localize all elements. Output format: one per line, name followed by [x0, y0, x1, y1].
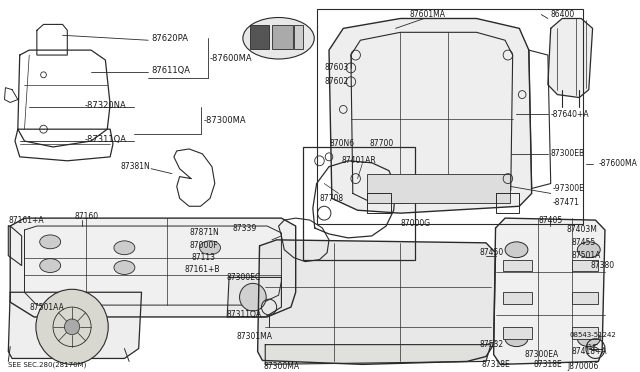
- Text: 87300EC: 87300EC: [226, 273, 260, 282]
- Text: 87611QA: 87611QA: [151, 66, 190, 76]
- Text: 87450: 87450: [479, 248, 504, 257]
- Ellipse shape: [40, 235, 61, 249]
- Text: 87532: 87532: [479, 340, 504, 349]
- Text: -87640+A: -87640+A: [551, 110, 589, 119]
- Text: 87403M: 87403M: [567, 225, 598, 234]
- Text: 87318E: 87318E: [481, 360, 510, 369]
- Text: 87311QA: 87311QA: [226, 311, 261, 320]
- Text: 87300EB: 87300EB: [551, 150, 585, 158]
- Ellipse shape: [505, 331, 528, 347]
- Polygon shape: [258, 240, 495, 365]
- Text: 87602: 87602: [324, 77, 348, 86]
- Polygon shape: [493, 218, 605, 365]
- Text: 87161+A: 87161+A: [8, 216, 44, 225]
- Bar: [317, 9, 583, 224]
- Bar: [572, 292, 598, 304]
- Text: 87401AR: 87401AR: [341, 156, 376, 165]
- Text: S: S: [593, 344, 598, 353]
- Text: 87301MA: 87301MA: [237, 332, 273, 341]
- Text: 87871N: 87871N: [189, 228, 219, 237]
- Text: (1): (1): [585, 343, 595, 350]
- Text: 87418+A: 87418+A: [572, 347, 607, 356]
- Ellipse shape: [114, 261, 135, 275]
- Ellipse shape: [243, 17, 314, 59]
- Text: J870006: J870006: [567, 362, 598, 371]
- Polygon shape: [10, 218, 296, 317]
- Text: 87501A: 87501A: [572, 251, 601, 260]
- Text: 87318E: 87318E: [534, 360, 563, 369]
- Bar: [303, 147, 415, 260]
- Bar: [503, 292, 532, 304]
- Bar: [272, 25, 293, 49]
- Text: 08543-51242: 08543-51242: [570, 332, 616, 338]
- Bar: [367, 174, 510, 203]
- Ellipse shape: [577, 242, 600, 258]
- Circle shape: [36, 289, 108, 365]
- Text: 87700: 87700: [370, 138, 394, 148]
- Text: -87300MA: -87300MA: [204, 116, 246, 125]
- Ellipse shape: [114, 241, 135, 255]
- Polygon shape: [329, 19, 532, 213]
- Text: 87405: 87405: [538, 216, 563, 225]
- Text: 87603: 87603: [324, 63, 349, 73]
- Bar: [503, 327, 532, 339]
- Text: -87320NA: -87320NA: [84, 101, 126, 110]
- Text: 87160: 87160: [75, 212, 99, 221]
- Ellipse shape: [40, 259, 61, 272]
- Text: 87455: 87455: [572, 238, 596, 247]
- Text: -87600MA: -87600MA: [598, 159, 637, 168]
- Text: 87620PA: 87620PA: [151, 34, 188, 43]
- Text: 87339: 87339: [233, 224, 257, 232]
- Text: 87708: 87708: [319, 194, 344, 203]
- Text: 87300MA: 87300MA: [263, 362, 300, 371]
- Circle shape: [239, 283, 266, 311]
- Ellipse shape: [577, 331, 600, 347]
- Text: 86400: 86400: [551, 10, 575, 19]
- Bar: [572, 260, 598, 272]
- Bar: [572, 327, 598, 339]
- Text: 87380: 87380: [591, 261, 615, 270]
- Text: -87471: -87471: [552, 198, 579, 207]
- Ellipse shape: [505, 242, 528, 258]
- Text: 87381N: 87381N: [120, 162, 150, 171]
- Polygon shape: [8, 292, 141, 359]
- Text: 87161+B: 87161+B: [184, 265, 220, 274]
- Text: 87000F: 87000F: [189, 241, 218, 250]
- Text: 87501AA: 87501AA: [29, 302, 64, 312]
- Polygon shape: [227, 278, 282, 317]
- Bar: [294, 25, 303, 49]
- Polygon shape: [265, 344, 491, 365]
- Ellipse shape: [200, 241, 221, 255]
- Text: 870N6: 870N6: [329, 138, 354, 148]
- Bar: [503, 260, 532, 272]
- Text: -97300E: -97300E: [552, 184, 584, 193]
- Circle shape: [65, 319, 79, 335]
- Bar: [250, 25, 269, 49]
- Text: 87000G: 87000G: [401, 219, 431, 228]
- Text: 87113: 87113: [191, 253, 215, 262]
- Text: -87600MA: -87600MA: [210, 54, 253, 62]
- Text: SEE SEC.280(28170M): SEE SEC.280(28170M): [8, 361, 86, 368]
- Polygon shape: [548, 19, 593, 97]
- Text: -87311QA: -87311QA: [84, 135, 127, 144]
- Text: 87601MA: 87601MA: [410, 10, 446, 19]
- Text: 87300EA: 87300EA: [524, 350, 558, 359]
